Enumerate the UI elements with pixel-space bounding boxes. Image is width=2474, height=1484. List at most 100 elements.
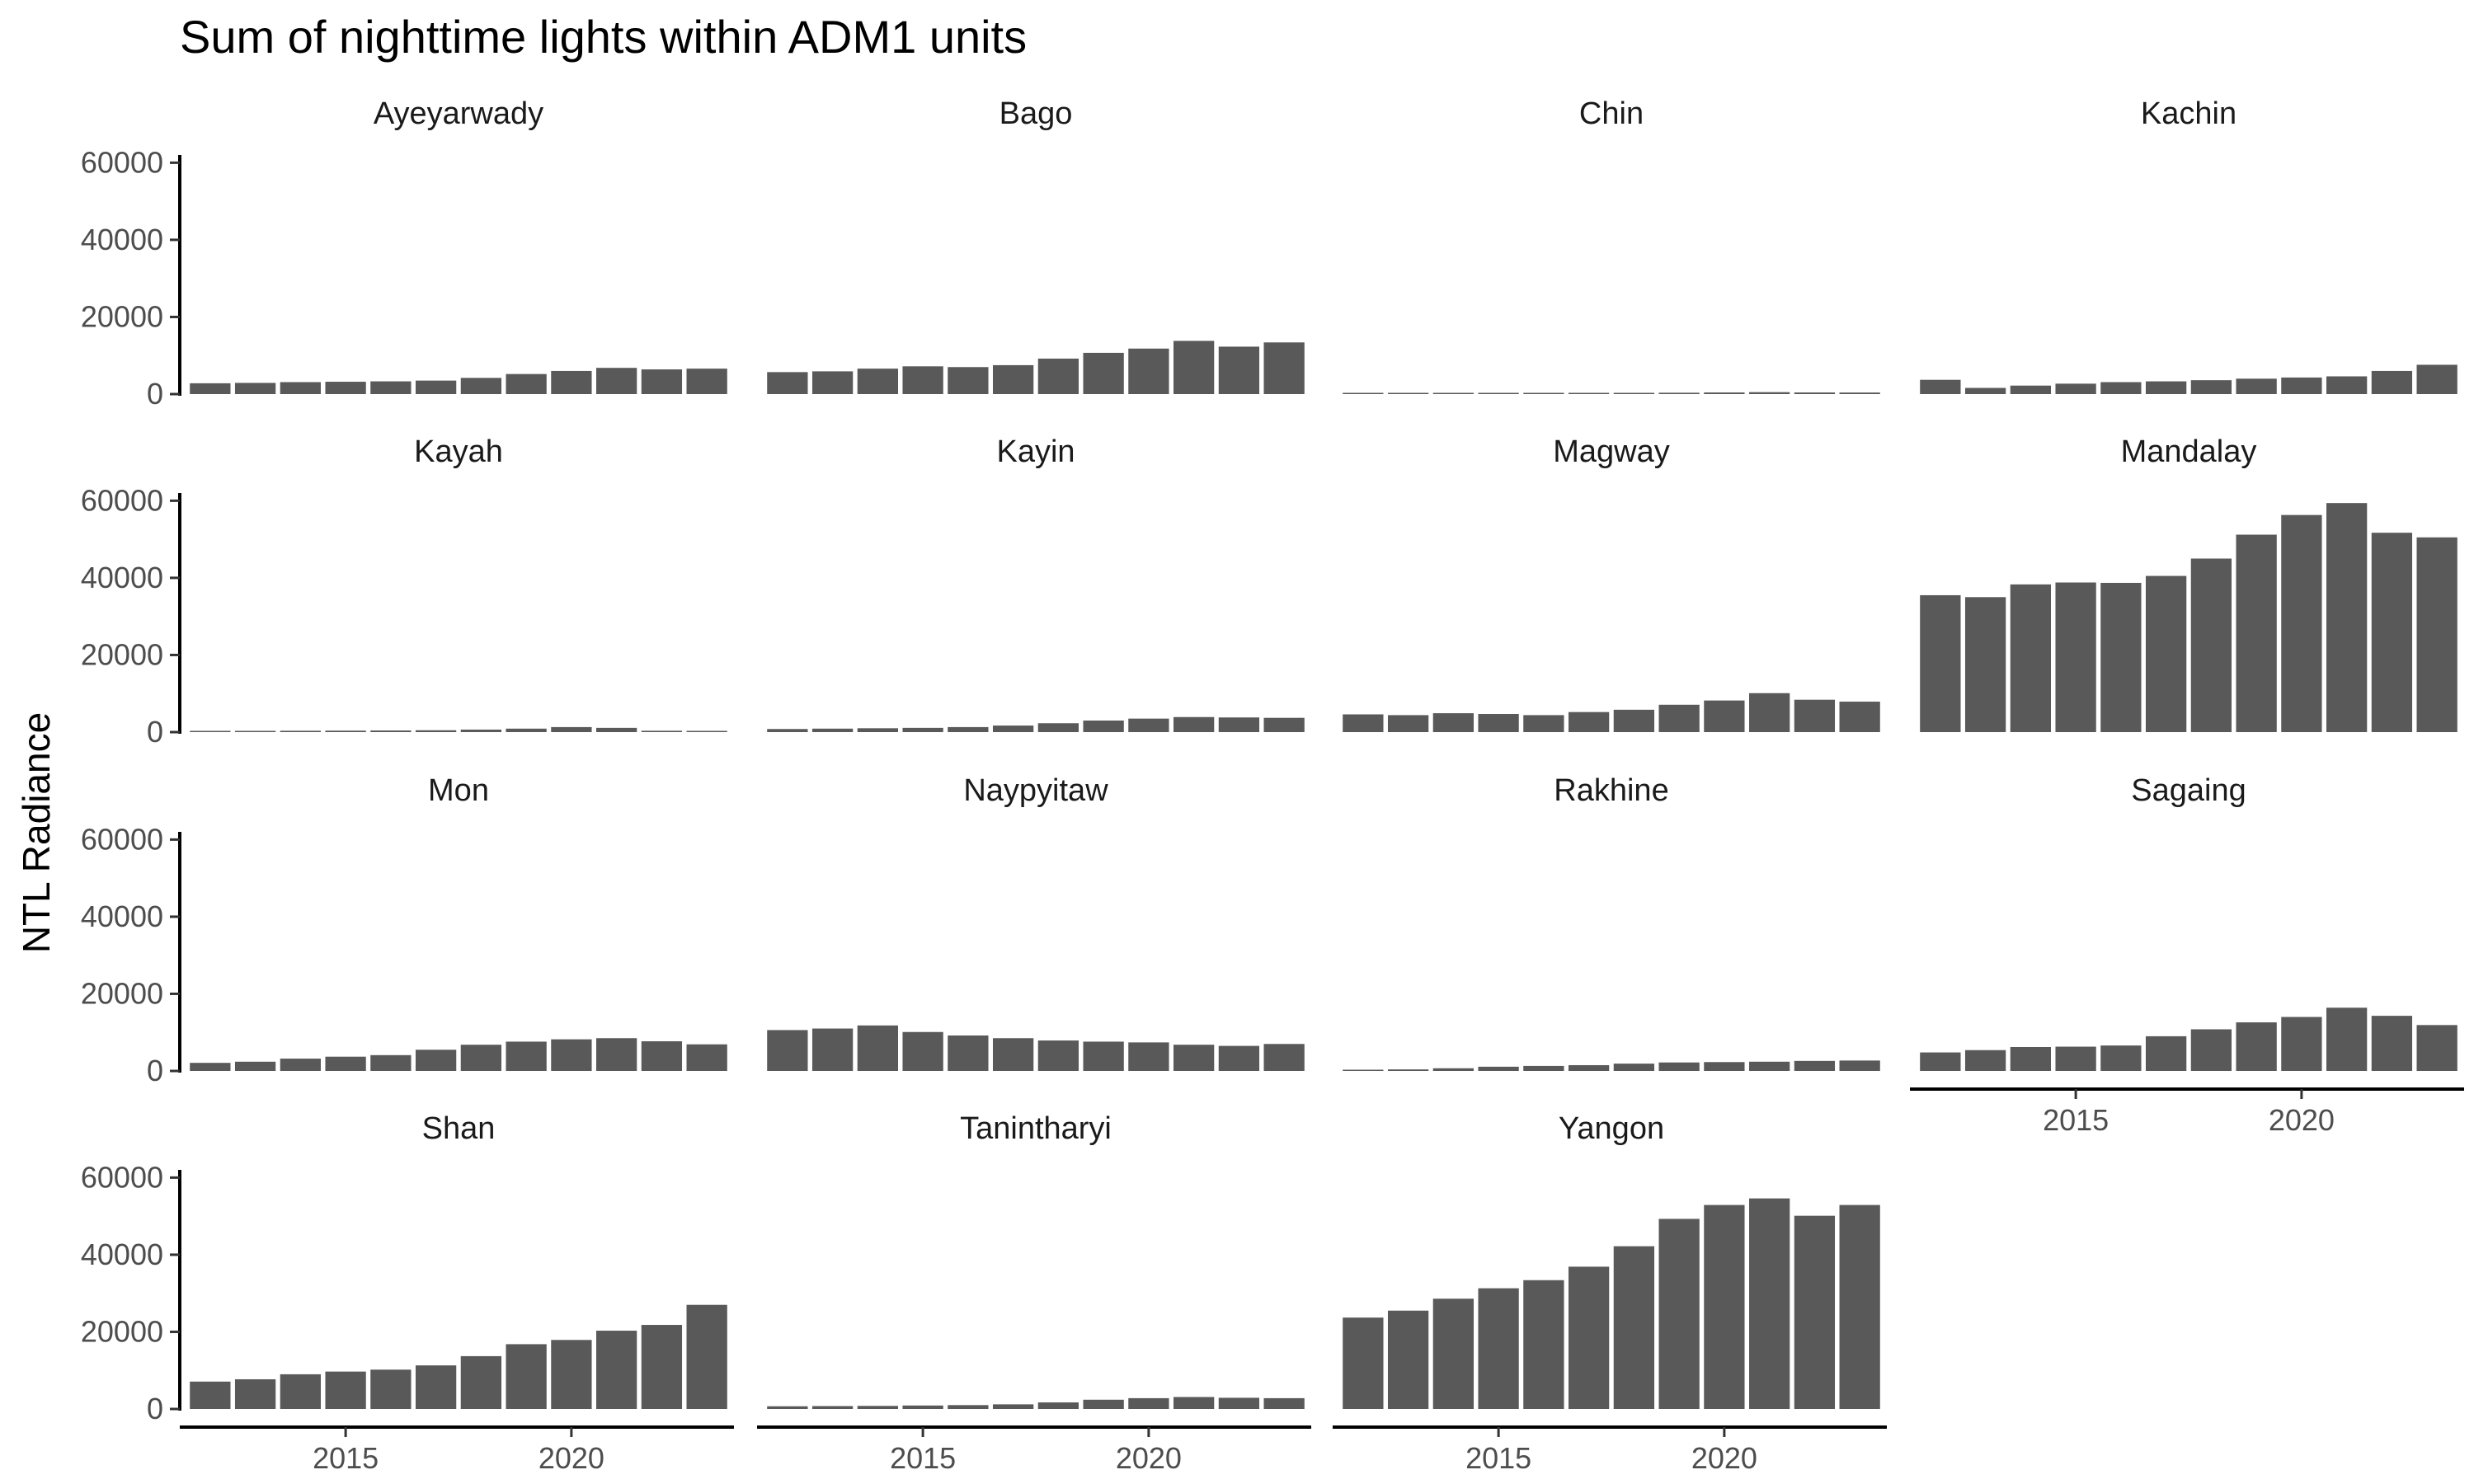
bar (280, 730, 321, 732)
bar (1478, 714, 1519, 732)
panel-title: Mandalay (2121, 434, 2257, 469)
panel-title: Yangon (1559, 1111, 1664, 1146)
bar (641, 1325, 683, 1409)
bar (1704, 1062, 1745, 1071)
bar (596, 1331, 637, 1409)
bar (506, 373, 547, 394)
bar (2010, 1047, 2051, 1071)
bar (1658, 704, 1700, 732)
bar (2236, 1022, 2277, 1071)
bar (2281, 514, 2322, 732)
panel-yangon: Yangon 2015 2020 (1333, 1111, 1887, 1475)
bar (811, 1028, 854, 1071)
bar (1839, 1205, 1880, 1409)
bar (948, 726, 989, 732)
bar (551, 370, 592, 394)
bar (1218, 346, 1260, 394)
bar (1128, 1397, 1169, 1409)
bar (2326, 503, 2368, 732)
bar (1523, 1065, 1564, 1071)
bar (1749, 693, 1790, 732)
bar (2371, 1016, 2413, 1071)
bar (551, 726, 592, 732)
bar (1037, 723, 1079, 732)
bar (1523, 715, 1564, 732)
bar (234, 383, 276, 394)
bar (1218, 1397, 1260, 1409)
bar (686, 1304, 727, 1409)
bar (811, 371, 854, 394)
bar (641, 730, 683, 732)
bar (1128, 718, 1169, 732)
x-tick-label: 2015 (1465, 1441, 1531, 1475)
bar (1387, 1069, 1429, 1071)
x-tick-label: 2020 (1116, 1441, 1182, 1475)
panel-title: Kayah (414, 434, 503, 469)
bar (2281, 377, 2322, 394)
bar (2190, 380, 2232, 394)
bar (1218, 717, 1260, 732)
x-tick-label: 2020 (539, 1441, 604, 1475)
bar (506, 1041, 547, 1071)
bar (415, 730, 457, 732)
bar (811, 728, 854, 732)
bar (1839, 702, 1880, 732)
panel-sagaing: Sagaing 2015 2020 (1910, 773, 2464, 1137)
bar (2236, 378, 2277, 394)
bar (902, 366, 943, 394)
y-tick-label: 0 (147, 1392, 163, 1425)
y-tick-label: 60000 (81, 145, 163, 179)
bar (280, 382, 321, 394)
bar (596, 368, 637, 394)
bar (2326, 376, 2368, 394)
bar (280, 1059, 321, 1071)
bar (2055, 383, 2096, 394)
bar (2416, 537, 2458, 732)
bar (415, 1050, 457, 1071)
x-tick-label: 2015 (313, 1441, 379, 1475)
bar (596, 727, 637, 732)
x-tick-label: 2015 (890, 1441, 956, 1475)
bar (2416, 364, 2458, 394)
panel-title: Chin (1579, 96, 1644, 131)
bar (1478, 1288, 1519, 1409)
bar (325, 730, 366, 732)
bar (641, 1040, 683, 1071)
bar (370, 1054, 412, 1071)
bar (1964, 597, 2006, 732)
panel-ayeyarwady: Ayeyarwady 0 20000 40000 60000 (81, 96, 727, 411)
y-tick-label: 20000 (81, 637, 163, 671)
bar (1794, 699, 1836, 732)
bar (2371, 533, 2413, 732)
panel-kayah: Kayah 0 20000 40000 60000 (81, 434, 727, 749)
bar (415, 380, 457, 394)
bar (1839, 1060, 1880, 1071)
bar (902, 727, 943, 732)
panel-kayin: Kayin (767, 434, 1305, 732)
bar (2281, 1017, 2322, 1071)
bar (2145, 381, 2187, 394)
bar (1658, 392, 1700, 394)
bar (1568, 1064, 1610, 1071)
bar (1263, 717, 1305, 732)
bar (460, 1045, 502, 1071)
y-tick-label: 40000 (81, 1237, 163, 1271)
y-tick-label: 60000 (81, 822, 163, 856)
panel-title: Mon (428, 773, 489, 808)
bar (992, 1404, 1034, 1409)
panel-title: Bago (999, 96, 1073, 131)
bar (1613, 392, 1655, 394)
y-tick-label: 20000 (81, 976, 163, 1010)
bar (506, 728, 547, 732)
bar (2236, 534, 2277, 732)
bar (948, 1035, 989, 1071)
bar (948, 1405, 989, 1409)
bar (234, 1378, 276, 1409)
bar (1343, 714, 1384, 732)
bar (1964, 387, 2006, 394)
bar (551, 1039, 592, 1071)
panel-mandalay: Mandalay (1920, 434, 2458, 732)
bar (1174, 340, 1215, 394)
bar (1839, 392, 1880, 394)
bar (767, 1406, 808, 1409)
